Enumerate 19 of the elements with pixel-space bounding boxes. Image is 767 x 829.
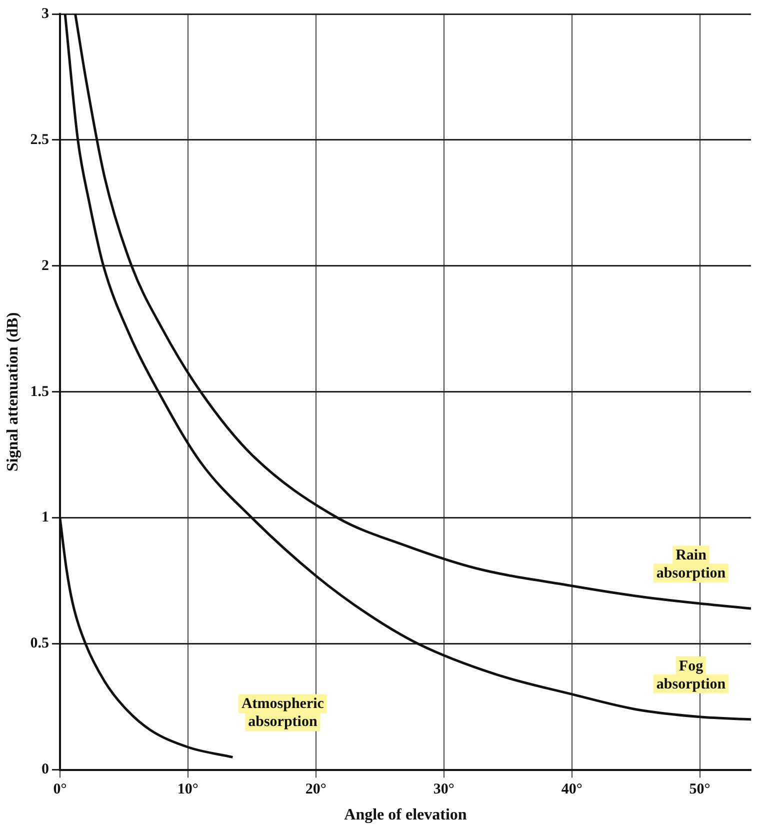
x-tick-label: 10° <box>177 782 198 798</box>
line-series <box>74 14 751 610</box>
y-tick-label: 1.5 <box>30 384 49 400</box>
x-tick-label: 0° <box>53 782 67 798</box>
series-label: Atmospheric absorption <box>241 696 324 730</box>
x-tick-label: 20° <box>305 782 326 798</box>
y-tick-label: 1 <box>41 510 49 526</box>
y-tick-label: 0 <box>41 762 49 778</box>
y-tick-label: 2 <box>41 258 49 274</box>
series-label: Rain absorption <box>656 548 726 582</box>
y-tick-label: 2.5 <box>30 132 49 148</box>
x-tick-label: 30° <box>433 782 454 798</box>
x-axis-title: Angle of elevation <box>344 806 467 824</box>
series-label: Fog absorption <box>656 658 726 692</box>
y-axis-title: Signal attenuation (dB) <box>4 312 22 472</box>
x-tick-label: 50° <box>689 782 710 798</box>
y-tick-label: 0.5 <box>30 636 49 652</box>
x-tick-label: 40° <box>561 782 582 798</box>
y-tick-label: 3 <box>41 6 49 22</box>
